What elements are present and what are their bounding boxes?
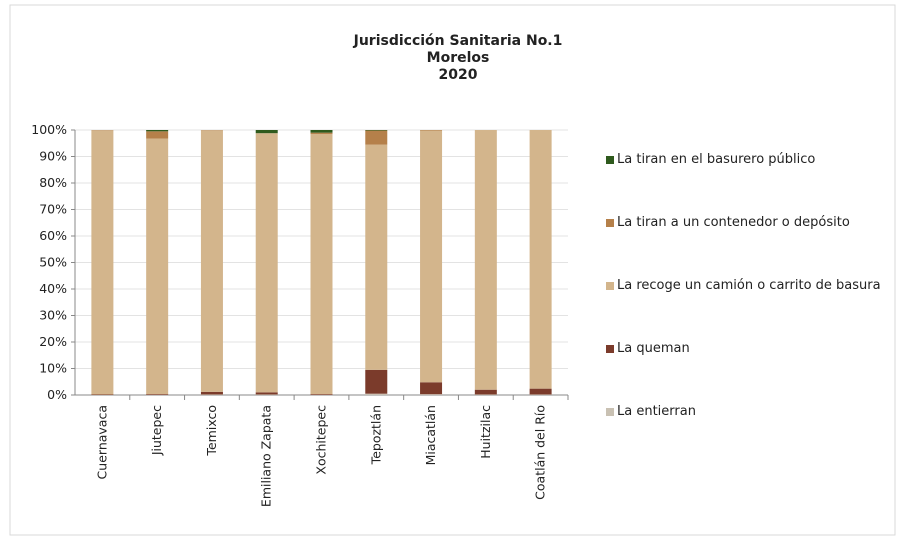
bar-segment [146,138,169,395]
bar-segment [420,394,443,395]
bar-segment [420,130,443,131]
chart-title: 2020 [439,67,478,83]
bar-segment [529,130,552,389]
x-tick-label: Huitzilac [478,405,493,459]
chart-title: Morelos [427,50,490,66]
y-tick-label: 40% [39,281,67,296]
bar-segment [310,130,333,133]
legend-swatch [606,408,614,416]
legend-swatch [606,219,614,227]
bar-segment [255,130,278,134]
bar-segment [474,130,497,390]
x-tick-label: Cuernavaca [94,405,109,479]
bar-segment [420,382,443,395]
bar-segment [146,130,169,132]
bar-segment [310,133,333,395]
bar-segment [146,394,169,395]
x-tick-label: Jiutepec [149,405,164,456]
bar-segment [91,394,114,395]
bar-segment [474,389,497,395]
bar-segment [255,394,278,395]
legend-item: La tiran a un contenedor o depósito [606,215,891,230]
bar-segment [365,130,388,131]
chart-title: Jurisdicción Sanitaria No.1 [353,33,563,49]
legend-item: La entierran [606,404,891,419]
bar-segment [365,130,388,145]
bar-segment [365,144,388,370]
bar-segment [529,388,552,395]
bar-segment [310,394,333,395]
bar-segment [91,130,114,395]
y-tick-label: 10% [39,361,67,376]
legend-item: La queman [606,341,891,356]
bar-segment [255,392,278,395]
bar-segment [200,394,223,395]
y-tick-label: 0% [47,387,67,402]
legend-label: La tiran a un contenedor o depósito [617,215,850,230]
legend-swatch [606,282,614,290]
x-tick-label: Temixco [204,405,219,457]
x-tick-label: Emiliano Zapata [259,405,274,507]
y-tick-label: 90% [39,149,67,164]
y-tick-label: 20% [39,334,67,349]
legend-label: La entierran [617,404,696,419]
bar-segment [255,133,278,393]
legend-label: La recoge un camión o carrito de basura [617,278,881,293]
y-tick-label: 70% [39,202,67,217]
legend-item: La tiran en el basurero público [606,152,891,167]
legend-swatch [606,345,614,353]
bar-segment [310,132,333,134]
bar-segment [474,394,497,395]
bar-segment [200,391,223,395]
bar-segment [365,369,388,394]
x-tick-label: Miacatlán [423,405,438,465]
y-tick-label: 50% [39,255,67,270]
y-tick-label: 30% [39,308,67,323]
y-tick-label: 100% [31,122,67,137]
x-tick-label: Xochitepec [314,405,329,475]
bar-segment [529,394,552,395]
legend-swatch [606,156,614,164]
bar-segment [365,393,388,395]
legend-item: La recoge un camión o carrito de basura [606,278,891,293]
x-tick-label: Coatlán del Río [533,405,548,500]
y-tick-label: 80% [39,175,67,190]
legend-label: La queman [617,341,690,356]
y-tick-label: 60% [39,228,67,243]
bar-segment [200,130,223,392]
chart-border [9,4,896,536]
legend-label: La tiran en el basurero público [617,152,816,167]
x-tick-label: Tepoztlán [368,405,383,465]
bar-segment [146,131,169,139]
bar-segment [420,130,443,383]
